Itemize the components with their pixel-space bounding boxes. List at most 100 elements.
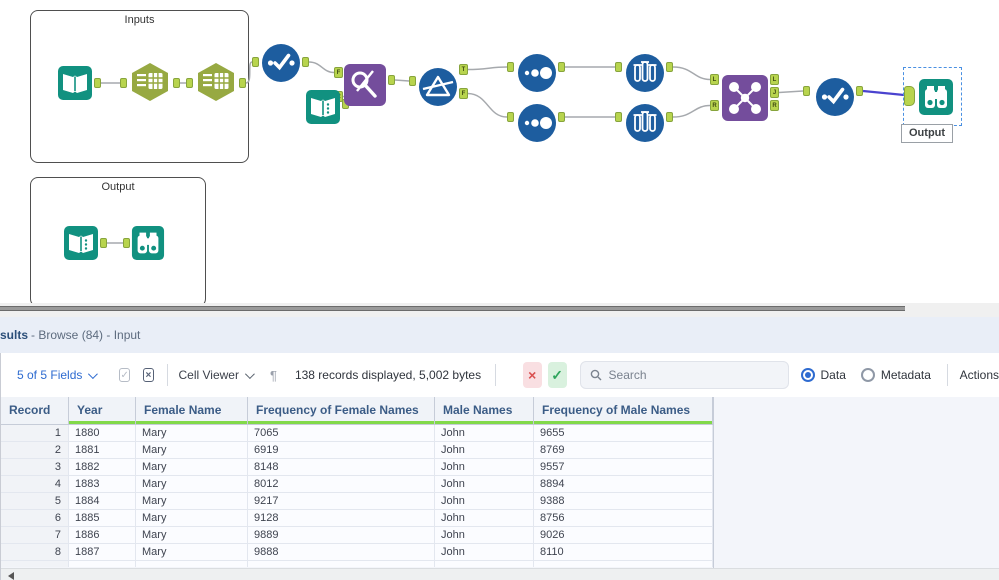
record-number-cell[interactable]: 2 — [1, 442, 69, 459]
data-cell[interactable]: John — [435, 459, 534, 476]
right-input-anchor[interactable]: R — [710, 100, 719, 111]
deselect-square-icon[interactable]: × — [143, 368, 154, 382]
false-output-anchor[interactable]: F — [459, 88, 468, 99]
tool-container-inputs[interactable]: Inputs — [30, 10, 249, 163]
left-output-anchor[interactable]: L — [770, 74, 779, 85]
data-cell[interactable]: Mary — [136, 459, 248, 476]
input-anchor[interactable] — [507, 112, 514, 122]
select-all-checkbox-icon[interactable]: ✓ — [119, 368, 131, 382]
data-cell[interactable]: John — [435, 425, 534, 442]
output-anchor[interactable] — [558, 62, 565, 72]
record-number-cell[interactable]: 1 — [1, 425, 69, 442]
data-cell[interactable]: 9889 — [248, 527, 435, 544]
record-number-cell[interactable]: 5 — [1, 493, 69, 510]
record-number-cell[interactable]: 7 — [1, 527, 69, 544]
data-cell[interactable]: 9888 — [248, 544, 435, 561]
data-cell[interactable]: Mary — [136, 476, 248, 493]
output-anchor[interactable] — [666, 62, 673, 72]
data-cell[interactable]: 1881 — [69, 442, 136, 459]
column-header-frequency-female[interactable]: Frequency of Female Names — [248, 397, 435, 424]
data-cell[interactable]: 8894 — [534, 476, 713, 493]
data-cell[interactable]: Mary — [136, 544, 248, 561]
data-cell[interactable]: 9557 — [534, 459, 713, 476]
output-anchor[interactable] — [856, 86, 863, 96]
browse-tool-selected[interactable] — [919, 79, 953, 120]
column-header-frequency-male[interactable]: Frequency of Male Names — [534, 397, 713, 424]
input-anchor[interactable] — [186, 78, 193, 88]
metadata-radio-option[interactable]: Metadata — [860, 368, 931, 382]
data-cell[interactable]: John — [435, 544, 534, 561]
find-replace-tool[interactable] — [344, 64, 386, 111]
left-input-anchor[interactable]: L — [710, 74, 719, 85]
output-anchor[interactable] — [388, 75, 395, 85]
record-number-cell[interactable]: 6 — [1, 510, 69, 527]
column-header-year[interactable]: Year — [69, 397, 136, 424]
data-cell[interactable]: John — [435, 442, 534, 459]
data-cell[interactable]: 7065 — [248, 425, 435, 442]
formula-tool[interactable] — [195, 61, 237, 108]
tool-annotation-label[interactable]: Output — [901, 124, 954, 143]
data-cell[interactable]: Mary — [136, 425, 248, 442]
formula-tool[interactable] — [129, 61, 171, 108]
output-anchor[interactable] — [173, 78, 180, 88]
column-header-male-names[interactable]: Male Names — [435, 397, 534, 424]
output-anchor[interactable] — [239, 78, 246, 88]
data-cell[interactable]: 8148 — [248, 459, 435, 476]
record-number-cell[interactable]: 3 — [1, 459, 69, 476]
join-output-anchor[interactable]: J — [770, 87, 779, 98]
data-cell[interactable]: 8110 — [534, 544, 713, 561]
data-cell[interactable]: 1883 — [69, 476, 136, 493]
input-anchor[interactable] — [409, 76, 416, 86]
input-anchor[interactable] — [123, 238, 130, 248]
join-tool[interactable] — [722, 75, 768, 126]
scroll-left-arrow-icon[interactable] — [8, 572, 14, 580]
input-data-tool[interactable] — [58, 66, 92, 105]
radio-unselected-icon[interactable] — [860, 368, 875, 382]
data-cell[interactable]: 9026 — [534, 527, 713, 544]
clear-filter-button[interactable]: × — [522, 362, 542, 388]
workflow-canvas[interactable]: Inputs Output — [0, 0, 999, 303]
record-number-cell[interactable]: 4 — [1, 476, 69, 493]
unique-tool[interactable] — [262, 44, 300, 87]
input-anchor[interactable] — [615, 62, 622, 72]
input-data-tool[interactable] — [64, 226, 98, 265]
data-cell[interactable]: 1882 — [69, 459, 136, 476]
data-cell[interactable]: 9655 — [534, 425, 713, 442]
canvas-horizontal-scrollbar[interactable] — [0, 303, 999, 317]
input-anchor[interactable] — [252, 57, 259, 67]
input-anchor[interactable] — [507, 62, 514, 72]
data-cell[interactable]: 9388 — [534, 493, 713, 510]
browse-tool[interactable] — [131, 226, 165, 265]
true-output-anchor[interactable]: T — [459, 64, 468, 75]
cell-viewer-dropdown[interactable]: Cell Viewer — [179, 368, 255, 382]
filter-tool[interactable] — [419, 68, 457, 111]
data-cell[interactable]: Mary — [136, 510, 248, 527]
tool-container-output[interactable]: Output — [30, 177, 206, 303]
random-sample-tool[interactable] — [626, 104, 664, 147]
find-input-anchor[interactable]: F — [334, 67, 343, 78]
fields-dropdown[interactable]: 5 of 5 Fields — [17, 368, 99, 382]
output-anchor[interactable] — [558, 112, 565, 122]
table-horizontal-scrollbar[interactable] — [1, 568, 999, 580]
scrollbar-thumb[interactable] — [0, 306, 905, 311]
data-cell[interactable]: 1887 — [69, 544, 136, 561]
sample-tool[interactable] — [518, 54, 556, 97]
output-anchor[interactable] — [100, 238, 107, 248]
data-cell[interactable]: 8769 — [534, 442, 713, 459]
sample-tool[interactable] — [518, 104, 556, 147]
actions-menu[interactable]: Actions — [959, 368, 999, 382]
data-cell[interactable]: 1880 — [69, 425, 136, 442]
radio-selected-icon[interactable] — [800, 368, 815, 382]
input-anchor[interactable] — [120, 78, 127, 88]
data-cell[interactable]: Mary — [136, 493, 248, 510]
data-cell[interactable]: John — [435, 527, 534, 544]
data-cell[interactable]: John — [435, 510, 534, 527]
data-cell[interactable]: 8012 — [248, 476, 435, 493]
output-anchor[interactable] — [666, 112, 673, 122]
random-sample-tool[interactable] — [626, 54, 664, 97]
record-number-cell[interactable]: 8 — [1, 544, 69, 561]
data-cell[interactable]: 1885 — [69, 510, 136, 527]
data-cell[interactable]: John — [435, 493, 534, 510]
data-cell[interactable]: 1886 — [69, 527, 136, 544]
output-anchor[interactable] — [302, 57, 309, 67]
